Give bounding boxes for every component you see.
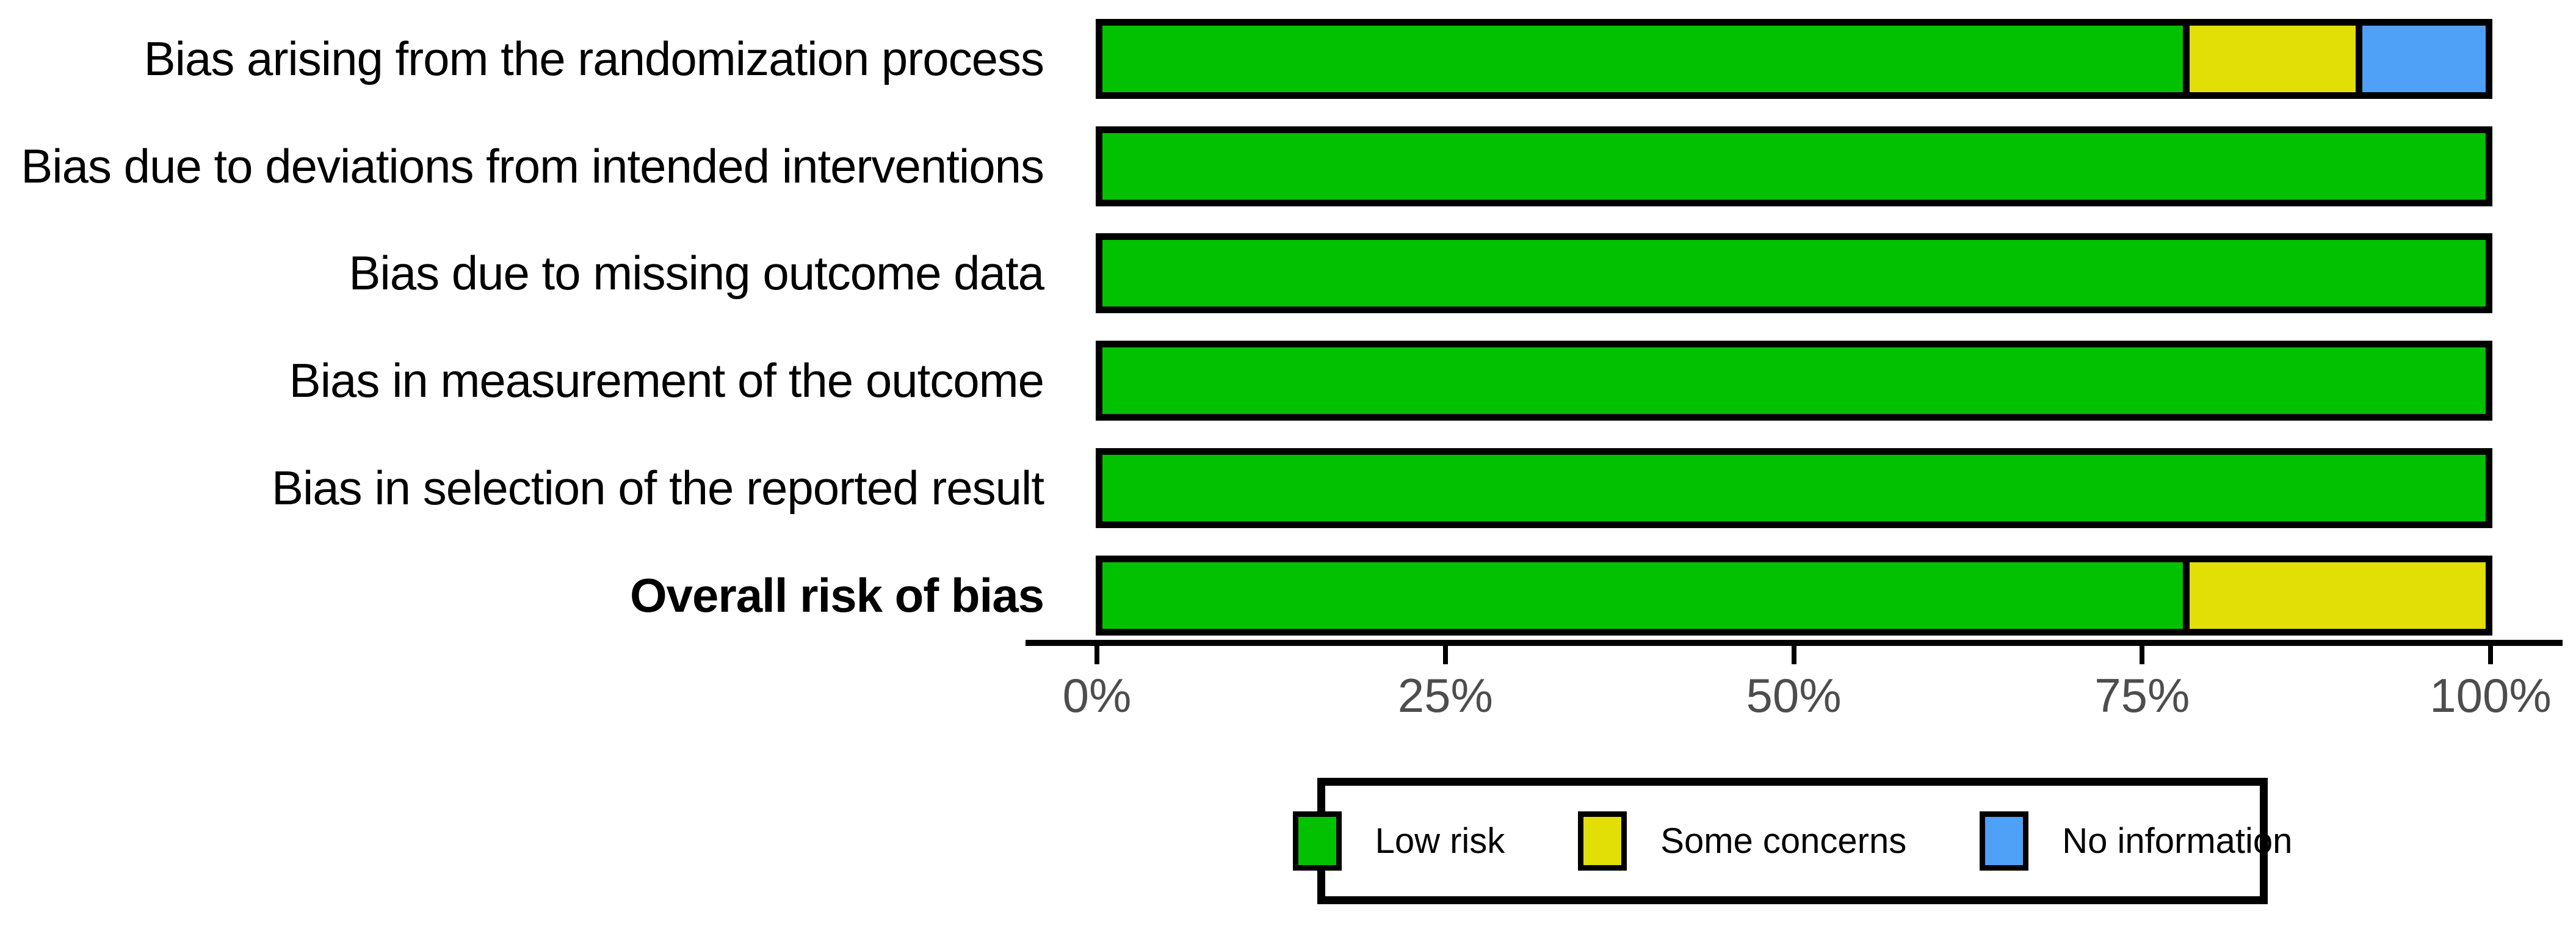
axis-tick-label: 50% <box>1746 669 1842 722</box>
stacked-bar <box>1096 19 2492 99</box>
axis-tick-label: 25% <box>1397 669 1493 722</box>
stacked-bar <box>1096 126 2492 206</box>
legend-item-no-information: No information <box>1980 811 2292 871</box>
category-label: Overall risk of bias <box>629 568 1044 622</box>
chart-row: Bias due to deviations from intended int… <box>0 126 2576 206</box>
stacked-bar <box>1096 555 2492 636</box>
category-label: Bias due to missing outcome data <box>349 246 1044 300</box>
chart-row: Bias in measurement of the outcome <box>0 341 2576 421</box>
bar-segment-low-risk <box>1102 132 2486 200</box>
bar-segment-some-concerns <box>2182 26 2356 92</box>
legend-swatch-no-information <box>1980 811 2029 871</box>
legend-label-some-concerns: Some concerns <box>1660 821 1907 861</box>
chart-row: Bias in selection of the reported result <box>0 448 2576 528</box>
chart-row: Bias due to missing outcome data <box>0 233 2576 314</box>
axis-tick-mark <box>2140 646 2145 664</box>
bar-segment-no-information <box>2355 26 2486 92</box>
axis-tick-mark <box>1791 646 1796 664</box>
category-label: Bias due to deviations from intended int… <box>21 139 1044 193</box>
category-label: Bias arising from the randomization proc… <box>143 32 1044 85</box>
legend-item-some-concerns: Some concerns <box>1578 811 1906 871</box>
bar-segment-low-risk <box>1102 454 2486 521</box>
chart-row: Bias arising from the randomization proc… <box>0 19 2576 99</box>
legend: Low risk Some concerns No information <box>1292 778 2292 904</box>
legend-swatch-low-risk <box>1292 811 1342 871</box>
stacked-bar <box>1096 233 2492 314</box>
bar-segment-low-risk <box>1102 347 2486 415</box>
axis-tick-mark <box>1442 646 1448 664</box>
legend-label-low-risk: Low risk <box>1375 821 1505 861</box>
legend-label-no-information: No information <box>2062 821 2293 861</box>
axis-tick-label: 100% <box>2429 669 2552 722</box>
bar-segment-low-risk <box>1102 26 2183 92</box>
axis-tick-label: 75% <box>2094 669 2190 722</box>
bar-segment-some-concerns <box>2182 562 2486 629</box>
legend-item-low-risk: Low risk <box>1292 811 1505 871</box>
chart-row: Overall risk of bias <box>0 555 2576 636</box>
axis-tick-mark <box>1094 646 1099 664</box>
category-label: Bias in selection of the reported result <box>271 460 1044 515</box>
x-axis-line <box>1026 640 2563 646</box>
stacked-bar <box>1096 341 2492 421</box>
stacked-bar <box>1096 448 2492 528</box>
bar-segment-low-risk <box>1102 562 2183 629</box>
axis-tick-label: 0% <box>1062 669 1132 722</box>
axis-tick-mark <box>2488 646 2493 664</box>
legend-swatch-some-concerns <box>1578 811 1627 871</box>
category-label: Bias in measurement of the outcome <box>289 353 1044 408</box>
bar-segment-low-risk <box>1102 240 2486 307</box>
